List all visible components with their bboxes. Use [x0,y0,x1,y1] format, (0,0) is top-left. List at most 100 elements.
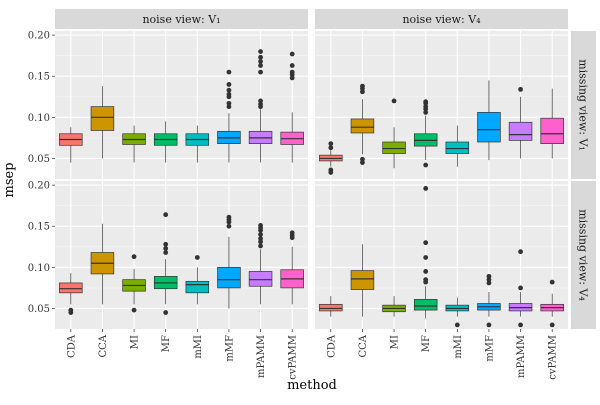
row-strip-label-1: missing view: V₁ [577,59,590,151]
panel-r1-c2-outlier-cca [360,83,365,89]
panel-r2-c1-outlier-mf [163,310,169,315]
panel-r2-c1-y-tick-label: 0.20 [28,181,50,192]
panel-r2-c1-outlier-mpamm [258,232,263,237]
panel-r1-c2-outlier-mf [423,104,429,110]
panel-r2-c1-outlier-mpamm [258,223,263,228]
strips-layer: noise view: V₁ noise view: V₄ missing view… [55,9,596,329]
row-strip-1 [571,31,596,179]
panel-r2-c1-outlier-mpamm [258,239,263,245]
panel-r2-c2-outlier-cvpamm [549,279,555,285]
panel-r2-c1-x-tick-label-mmf: mMF [224,335,235,362]
panel-r2-c2-x-tick-label-mf: MF [421,335,432,352]
panel-r2-c2-x-tick-label-cda: CDA [326,334,337,358]
panel-r1-c2-box-mpamm [508,86,533,159]
panel-r1-c2-background [315,31,568,179]
panel-r1-c1-outlier-mmf [226,100,232,106]
panel-r2-c1-outlier-mpamm [258,236,263,241]
panel-r1-c1-box-cda [59,127,83,163]
panel-r1-c1-outlier-mpamm [258,98,263,104]
panel-r1-c1-box-mmi [185,125,210,163]
panel-r1-c2-box-cvpamm [540,88,564,159]
panel-r1-c1-box-mpamm [248,49,273,163]
panel-r2-c1-x-tick-label-mmi: mMI [193,335,204,359]
panel-r2-c1-box-mmf [217,214,241,309]
panel-r2-c1-outlier-mmf [226,223,232,229]
panel-r1-c1-outlier-cvpamm [289,69,295,75]
panel-r2-c1-outlier-mmi [194,255,200,260]
panel-r2-c1-iqr-box-mpamm [248,271,273,287]
panel-r2-c2-iqr-box-cda [319,303,343,312]
panel-r1-c2-iqr-box-mpamm [508,121,533,141]
y-axis-title: msep [2,162,17,197]
panel-r2-c2-outlier-mpamm [518,285,523,291]
panel-r1-c2-iqr-box-cvpamm [540,117,564,144]
panel-r1-c1-outlier-mpamm [258,59,263,64]
panel-r2-c1-box-cca [90,223,115,305]
panel-r2-c1-x-tick-label-mf: MF [161,335,172,352]
panel-r1-c2-box-mf [413,99,438,168]
panel-r2-c1-box-cda [59,273,83,315]
panel-r2-c1-y-tick-label: 0.05 [28,304,50,315]
panel-r1-c1-background [55,31,308,179]
panel-r1-c2-outlier-cca [360,89,365,95]
panel-r1-c2-iqr-box-mi [382,141,406,154]
panel-r1-c1-box-mmf [217,69,241,163]
panel-r2-c2-x-tick-label-mmf: mMF [484,335,495,362]
panel-r1-c1-outlier-cvpamm [289,51,295,57]
panel-r1-c1-iqr-box-cca [90,106,115,131]
panel-r1-c1-outlier-mpamm [258,63,263,68]
panel-r2-c2-outlier-cvpamm [549,322,555,328]
panel-r1-c1-box-cca [90,86,115,159]
panel-r1-c1-outlier-mpamm [258,69,263,75]
panel-r1-c1-outlier-mmf [226,82,232,87]
panel-r1-c2-iqr-box-mmf [477,112,501,143]
panel-r2-c1-x-tick-label-cvpamm: cvPAMM [288,335,299,380]
panel-r1-c2-iqr-box-cca [350,118,375,134]
panel-r2-c1-outlier-mf [163,250,169,255]
row-strip-label-2: missing view: V₄ [577,209,590,301]
panel-r2-c2-x-tick-label-cca: CCA [358,334,369,357]
panel-r2-c2-outlier-mmf [486,277,492,283]
panel-r1-c2-outlier-cca [360,156,365,162]
panels-layer [55,31,568,329]
panel-r2-c1-y-tick-label: 0.15 [28,222,50,233]
panel-r1-c2-outlier-mf [423,162,429,168]
panel-r2-c2-x-tick-label-cvpamm: cvPAMM [548,335,559,380]
panel-r2-c2-box-mi [382,296,406,317]
panel-r2-c2-outlier-mf [423,269,429,274]
panel-r2-c2-outlier-mf [423,186,429,191]
panel-r2-c1-box-mf [153,212,178,315]
panel-r2-c2-box-cda [319,296,343,317]
panel-r1-c2-outlier-cca [360,160,365,165]
panel-r1-c2-box-mmi [445,125,470,167]
panel-r1-c1-outlier-mpamm [258,101,263,107]
panel-r1-c2-box-mi [382,98,406,169]
panel-r1-c2-outlier-mf [423,99,429,105]
panel-r1-c1-box-mi [122,125,146,163]
panel-r1-c1-outlier-mmf [226,91,232,97]
axes-layer: 0.05 0.10 0.15 0.20 0.05 0.10 0.15 0.20 CDA CCA MI… [28,31,559,380]
panel-r2-c1-y-tick-label: 0.10 [28,263,50,274]
panel-r2-c1-box-mi [122,254,146,313]
x-axis-title: method [287,378,337,393]
panel-r2-c2-outlier-mf [423,277,429,283]
panel-r1-c2-box-cda [319,141,343,175]
panel-r1-c1-outlier-cvpamm [289,63,295,68]
panel-r2-c2-outlier-mmi [454,322,460,328]
panel-r2-c2-x-tick-label-mi: MI [390,335,401,349]
panel-r2-c1-x-tick-label-mi: MI [130,335,141,349]
panel-r2-c1-outlier-mi [131,254,137,260]
panel-r2-c1-outlier-mf [163,212,169,218]
panel-r2-c1-outlier-mf [163,241,169,247]
panel-r2-c2-outlier-mmf [486,273,492,279]
column-strip-1 [55,9,308,29]
panel-r1-c2-outlier-mpamm [518,86,523,92]
panel-r2-c2-outlier-mpamm [518,249,523,255]
panel-r2-c2-iqr-box-mf [413,299,438,311]
panel-r2-c1-outlier-mi [131,307,137,313]
panel-r2-c2-iqr-box-cca [350,270,375,290]
panel-r1-c1-y-tick-label: 0.05 [28,154,50,165]
panel-r2-c1-box-mmi [185,255,210,305]
panel-r2-c2-x-tick-label-mmi: mMI [453,335,464,359]
